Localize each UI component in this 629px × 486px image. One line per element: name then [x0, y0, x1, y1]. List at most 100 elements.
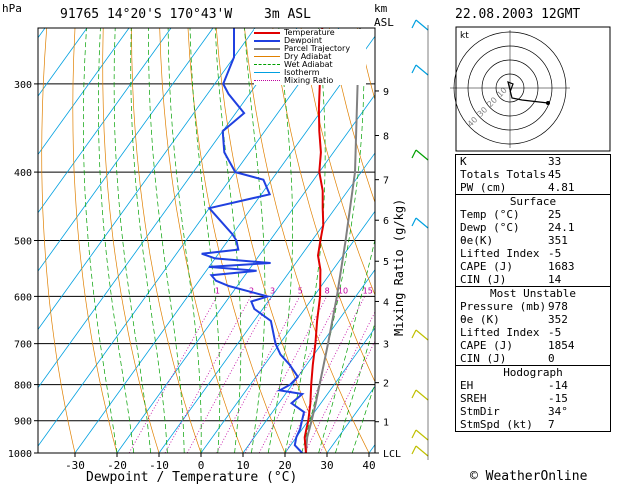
- dewpoint-line: [201, 28, 306, 453]
- mixing-ratio-line: [304, 311, 375, 453]
- index-name: Pressure (mb): [460, 300, 547, 313]
- wind-barb: [415, 445, 429, 457]
- index-name: EH: [460, 379, 474, 392]
- mixing-ratio-label: 10: [338, 286, 348, 295]
- index-name: CIN (J): [460, 273, 507, 286]
- wet-adiabat-line: [98, 28, 135, 453]
- index-name: Totals Totals: [460, 168, 547, 181]
- hodograph-point: [546, 101, 550, 105]
- mixing-ratio-line: [164, 296, 252, 453]
- km-tick-label: 3: [383, 340, 389, 351]
- dry-adiabat-line: [131, 28, 202, 453]
- index-value: 24.1: [548, 221, 575, 234]
- pressure-tick-label: 700: [14, 340, 32, 351]
- wind-barb: [415, 329, 429, 341]
- x-tick-label: -20: [107, 459, 127, 472]
- index-value: 33: [548, 155, 562, 168]
- wind-barb-flag: [411, 19, 417, 29]
- km-tick-label: 4: [383, 297, 389, 308]
- y-axis-label: Mixing Ratio (g/kg): [392, 198, 406, 336]
- index-row: Lifted Index -5: [456, 326, 610, 339]
- km-tick-label: 9: [383, 87, 389, 98]
- index-row: StmDir 34°: [456, 405, 610, 418]
- index-value: -5: [548, 247, 562, 260]
- dry-adiabat-line: [244, 28, 370, 453]
- km-tick-label: 8: [383, 132, 389, 143]
- index-value: 14: [548, 273, 562, 286]
- index-row: SREH -15: [456, 392, 610, 405]
- index-value: 0: [548, 352, 555, 365]
- x-tick-label: 10: [236, 459, 249, 472]
- dry-adiabat-line: [272, 28, 375, 383]
- wind-barb-flag: [411, 217, 417, 227]
- index-name: Lifted Index: [460, 326, 540, 339]
- index-value: 45: [548, 168, 562, 181]
- legend-entry: Mixing Ratio: [254, 77, 366, 85]
- wind-barb: [415, 64, 429, 76]
- index-row: CIN (J) 14: [456, 273, 610, 286]
- index-name: PW (cm): [460, 181, 507, 194]
- mixing-ratio-line: [186, 296, 273, 453]
- index-row: StmSpd (kt) 7: [456, 418, 610, 431]
- index-row: θe (K) 352: [456, 313, 610, 326]
- isotherm-line: [38, 28, 172, 214]
- index-row: PW (cm) 4.81: [456, 181, 610, 194]
- km-tick-label: 2: [383, 379, 389, 390]
- dry-adiabat-line: [41, 28, 76, 453]
- temperature-line: [303, 28, 325, 453]
- index-row: K 33: [456, 155, 610, 168]
- index-row: Lifted Index -5: [456, 247, 610, 260]
- legend-entry: Parcel Trajectory: [254, 45, 366, 53]
- mixing-ratio-label: 2: [249, 286, 254, 295]
- legend-label: Wet Adiabat: [284, 60, 333, 69]
- x-tick-label: 0: [198, 459, 205, 472]
- wet-adiabat-line: [167, 28, 202, 453]
- index-name: StmDir: [460, 405, 500, 418]
- wet-adiabat-line: [267, 28, 293, 453]
- wind-barb: [415, 19, 429, 31]
- legend-entry: Wet Adiabat: [254, 61, 366, 69]
- pressure-tick-label: 500: [14, 237, 32, 248]
- wind-barb-flag: [411, 64, 417, 74]
- legend-label: Dewpoint: [284, 36, 323, 45]
- legend-swatch: [254, 56, 280, 57]
- pressure-tick-label: 900: [14, 417, 32, 428]
- mixing-ratio-line: [216, 296, 301, 453]
- isotherm-line: [38, 28, 298, 389]
- wet-adiabat-line: [244, 28, 266, 453]
- index-row: CIN (J) 0: [456, 352, 610, 365]
- index-name: θe(K): [460, 234, 494, 247]
- wet-adiabat-line: [351, 382, 375, 453]
- index-row: Pressure (mb) 978: [456, 300, 610, 313]
- isotherm-line: [200, 210, 375, 453]
- legend-swatch: [254, 80, 280, 81]
- hodograph-unit-label: kt: [460, 31, 469, 41]
- isotherm-line: [38, 28, 130, 156]
- legend: Temperature Dewpoint Parcel Trajectory Dry …: [254, 29, 366, 85]
- legend-swatch: [254, 32, 280, 34]
- index-row: θe(K) 351: [456, 234, 610, 247]
- wet-adiabat-line: [189, 28, 221, 453]
- wind-barb: [415, 389, 429, 401]
- legend-label: Mixing Ratio: [284, 76, 334, 85]
- wind-barb: [415, 429, 429, 441]
- x-tick-label: 40: [362, 459, 375, 472]
- legend-label: Temperature: [284, 28, 335, 37]
- index-name: Temp (°C): [460, 208, 520, 221]
- km-label: km: [374, 2, 388, 15]
- hpa-label: hPa: [2, 2, 22, 15]
- index-value: 351: [548, 234, 568, 247]
- index-value: 1854: [548, 339, 575, 352]
- wet-adiabat-line: [130, 28, 168, 453]
- wet-adiabat-line: [148, 28, 185, 453]
- wind-barb-flag: [411, 445, 417, 455]
- legend-swatch: [254, 72, 280, 73]
- legend-label: Isotherm: [284, 68, 320, 77]
- x-tick-label: 30: [320, 459, 333, 472]
- index-name: CAPE (J): [460, 260, 513, 273]
- isotherm-line: [38, 28, 256, 331]
- wet-adiabat-line: [335, 321, 375, 453]
- footer-credit: © WeatherOnline: [470, 469, 588, 484]
- index-value: 978: [548, 300, 568, 313]
